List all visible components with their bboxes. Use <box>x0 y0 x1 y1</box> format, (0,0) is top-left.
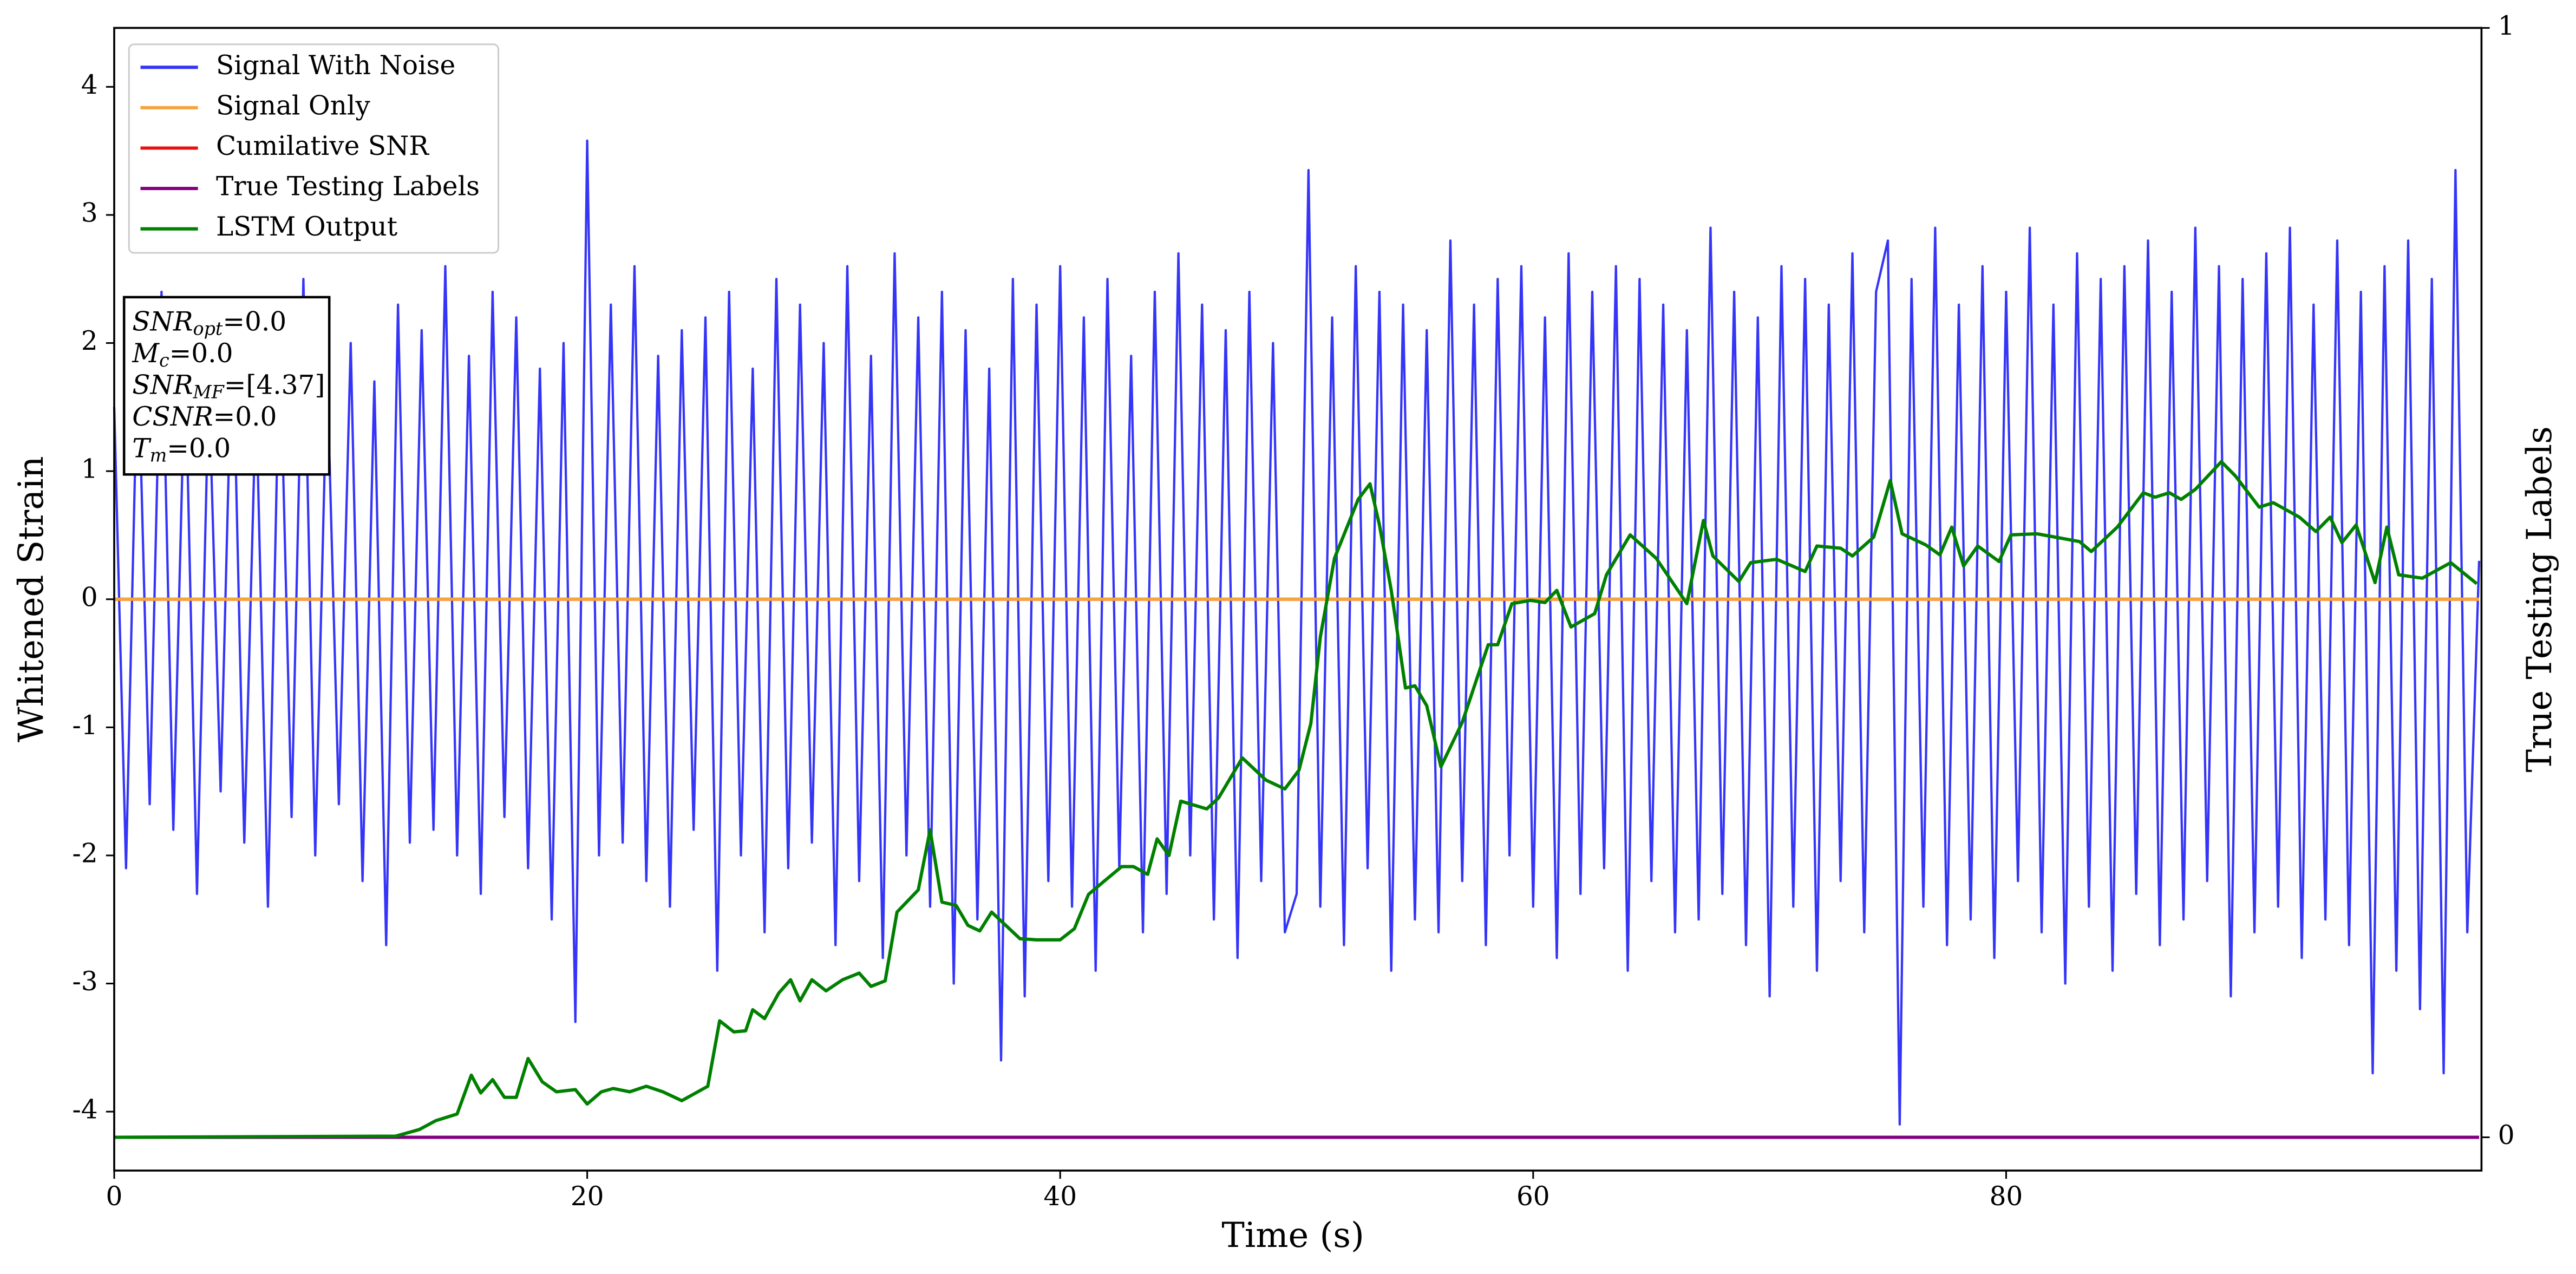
x-tick-label: 40 <box>1043 1181 1077 1212</box>
legend-label: Cumilative SNR <box>216 131 429 161</box>
legend: Signal With Noise Signal Only Cumilative S… <box>128 43 500 254</box>
annotation: Tm=0.0 <box>132 433 231 466</box>
annotation-subscript: MF <box>193 382 225 403</box>
plot-area <box>113 139 2481 1139</box>
annotation: SNRMF=[4.37] <box>132 370 325 403</box>
legend-label: Signal Only <box>216 90 370 121</box>
annotation-frame <box>122 296 331 476</box>
y-tick-label: 3 <box>81 198 98 228</box>
legend-label: True Testing Labels <box>216 172 480 202</box>
y2-tick-label: 1 <box>2498 11 2515 41</box>
annotation: Mc=0.0 <box>132 338 233 371</box>
annotation-value: =0.0 <box>169 338 233 368</box>
x-tick-label: 60 <box>1516 1181 1550 1212</box>
y-tick-label: 2 <box>81 326 98 356</box>
series-line <box>114 460 2478 1139</box>
y-tick-label: -2 <box>72 838 97 868</box>
annotation-box: SNRopt=0.0Mc=0.0SNRMF=[4.37]CSNR=0.0Tm=0… <box>122 296 331 476</box>
annotation: SNRopt=0.0 <box>132 306 286 339</box>
legend-box <box>128 43 500 254</box>
annotation-symbol: M <box>132 338 160 368</box>
annotation-subscript: c <box>159 350 169 371</box>
annotation-value: =0.0 <box>213 401 277 432</box>
annotation-value: =[4.37] <box>224 370 325 400</box>
annotation-value: =0.0 <box>167 433 231 463</box>
annotation-subscript: m <box>150 445 167 466</box>
annotation-symbol: T <box>132 433 152 463</box>
y-tick-label: 4 <box>81 70 98 100</box>
y2-axis-label: True Testing Labels <box>2520 426 2560 772</box>
y-tick-label: -1 <box>72 710 97 741</box>
y-axis-label: Whitened Strain <box>11 456 51 742</box>
legend-label: LSTM Output <box>216 212 398 242</box>
x-tick-label: 0 <box>106 1181 123 1212</box>
y-tick-label: -4 <box>72 1095 97 1125</box>
annotation-subscript: opt <box>193 318 223 339</box>
y-tick-label: -3 <box>72 966 97 997</box>
legend-label: Signal With Noise <box>216 50 455 81</box>
annotation-symbol: SNR <box>132 370 193 400</box>
x-axis-label: Time (s) <box>1221 1216 1364 1256</box>
annotation: CSNR=0.0 <box>132 401 277 432</box>
y-tick-label: 1 <box>81 454 98 485</box>
y2-tick-label: 0 <box>2498 1120 2515 1151</box>
annotation-symbol: SNR <box>132 306 193 337</box>
x-tick-label: 80 <box>1990 1181 2023 1212</box>
annotation-symbol: CSNR <box>132 401 213 432</box>
x-tick-label: 20 <box>571 1181 604 1212</box>
series-line <box>113 139 2481 1126</box>
annotation-value: =0.0 <box>223 306 286 337</box>
y-tick-label: 0 <box>81 582 98 612</box>
